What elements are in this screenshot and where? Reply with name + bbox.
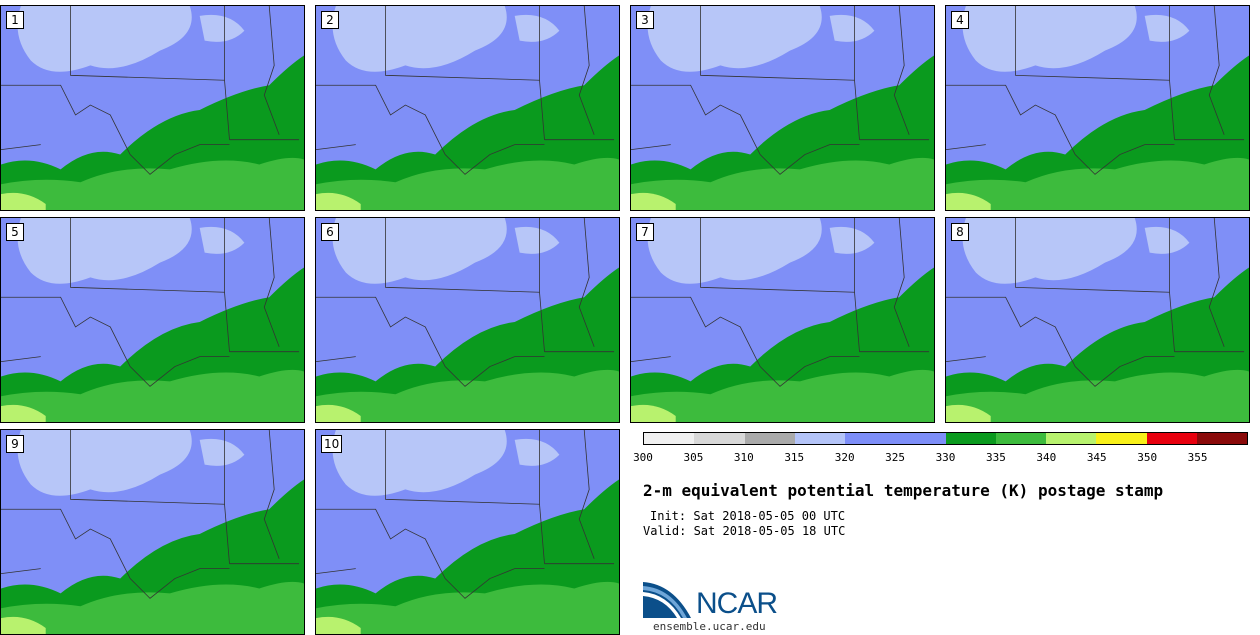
colorbar-segment [895,433,946,444]
map-panel: 9 [0,429,305,635]
init-time: Init: Sat 2018-05-05 00 UTC [650,509,846,523]
colorbar-tick-label: 325 [885,451,906,464]
colorbar-tick-label: 330 [935,451,956,464]
colorbar-tick-label: 320 [834,451,855,464]
map-panel: 1 [0,5,305,211]
colorbar-segment [744,433,795,444]
map-panel: 2 [315,5,620,211]
panel-label: 6 [321,223,339,241]
colorbar-tick-label: 305 [683,451,704,464]
map-panel: 3 [630,5,935,211]
map-panel: 8 [945,217,1250,423]
map-panel: 4 [945,5,1250,211]
colorbar-tick-label: 340 [1036,451,1057,464]
map-panel: 6 [315,217,620,423]
panel-label: 10 [321,435,343,453]
panel-label: 5 [6,223,24,241]
colorbar-segment [995,433,1046,444]
panel-label: 7 [636,223,654,241]
ncar-logo-text: NCAR [696,587,778,620]
colorbar-segment [1096,433,1147,444]
panel-label: 9 [6,435,24,453]
colorbar-segment [644,433,695,444]
figure-title: 2-m equivalent potential temperature (K)… [643,481,1164,500]
colorbar-tick-label: 345 [1086,451,1107,464]
colorbar-tick-label: 335 [985,451,1006,464]
colorbar-segment [1146,433,1197,444]
valid-time: Valid: Sat 2018-05-05 18 UTC [643,524,846,538]
site-url: ensemble.ucar.edu [653,620,766,633]
panel-label: 8 [951,223,969,241]
colorbar-tick-label: 315 [784,451,805,464]
panel-label: 1 [6,11,24,29]
colorbar-segment [1196,433,1247,444]
colorbar-tick-label: 350 [1137,451,1158,464]
colorbar-segment [1046,433,1097,444]
panel-label: 2 [321,11,339,29]
colorbar-segment [694,433,745,444]
colorbar-tick-label: 300 [633,451,653,464]
colorbar-segment [945,433,996,444]
map-panel: 5 [0,217,305,423]
colorbar-segment [845,433,896,444]
ncar-logo-icon [643,582,691,618]
map-panel: 7 [630,217,935,423]
colorbar-tick-label: 310 [733,451,754,464]
panel-label: 3 [636,11,654,29]
colorbar-tick-label: 355 [1187,451,1208,464]
colorbar [643,432,1248,445]
panel-label: 4 [951,11,969,29]
map-panel: 10 [315,429,620,635]
colorbar-segment [794,433,845,444]
